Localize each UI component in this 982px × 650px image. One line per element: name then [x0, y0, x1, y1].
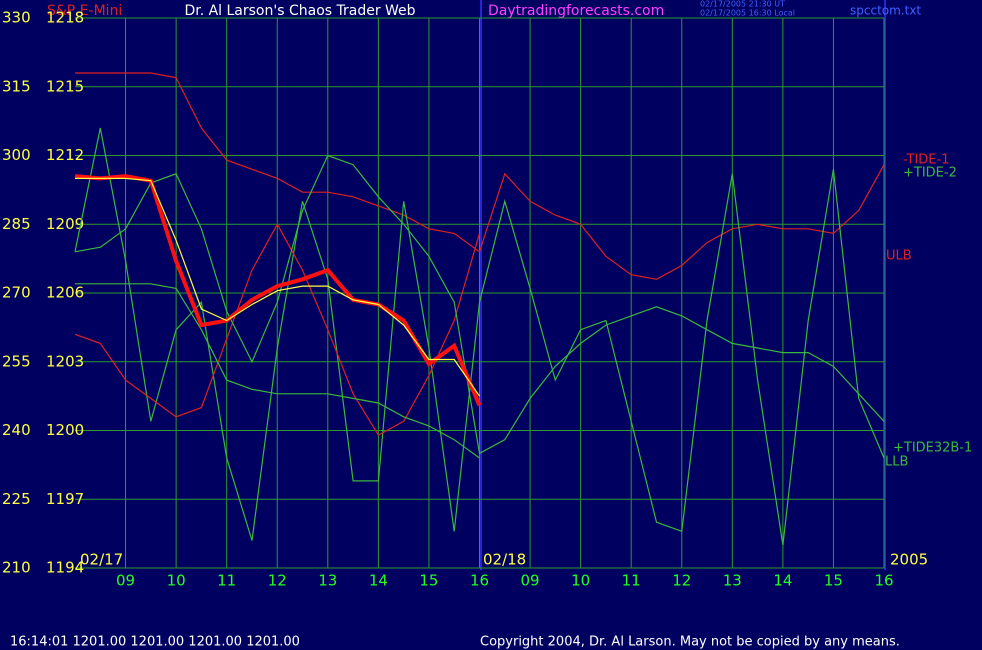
x-tick-label: 10 — [167, 572, 186, 590]
x-tick-label: 14 — [773, 572, 792, 590]
annotation: 02/17/2005 16:30 Local — [700, 9, 795, 18]
series-line — [74, 127, 885, 546]
x-tick-label: 15 — [824, 572, 843, 590]
y2-tick-label: 1212 — [46, 146, 84, 164]
copyright: Copyright 2004, Dr. Al Larson. May not b… — [480, 635, 900, 650]
x-tick-label: 16 — [874, 572, 893, 590]
y-tick-label: 330 — [2, 9, 31, 27]
y-tick-label: 315 — [2, 77, 31, 95]
y2-tick-label: 1215 — [46, 77, 84, 95]
annotation: 02/17 — [80, 551, 123, 569]
series-line — [74, 174, 482, 407]
y2-tick-label: 1206 — [46, 284, 84, 302]
series-label: LLB — [885, 455, 908, 470]
x-tick-label: 09 — [116, 572, 135, 590]
y2-tick-label: 1194 — [46, 559, 84, 577]
y-tick-label: 240 — [2, 421, 31, 439]
x-tick-label: 15 — [419, 572, 438, 590]
annotation: 02/18 — [483, 551, 526, 569]
site: Daytradingforecasts.com — [488, 3, 664, 19]
x-tick-label: 11 — [622, 572, 641, 590]
y2-tick-label: 1218 — [46, 9, 84, 27]
y2-tick-label: 1197 — [46, 490, 84, 508]
annotation: spcctom.txt — [850, 4, 921, 18]
chart-title: Dr. Al Larson's Chaos Trader Web — [184, 3, 415, 19]
x-tick-label: 09 — [521, 572, 540, 590]
x-tick-label: 14 — [369, 572, 388, 590]
annotation: 02/17/2005 21:30 UT — [700, 0, 785, 9]
y2-tick-label: 1209 — [46, 215, 84, 233]
series-label: +TIDE32B-1 — [893, 441, 972, 456]
series-label: +TIDE-2 — [903, 166, 957, 181]
series-line — [75, 283, 480, 459]
x-tick-label: 11 — [217, 572, 236, 590]
y-tick-label: 285 — [2, 215, 31, 233]
y-tick-label: 270 — [2, 284, 31, 302]
series-line — [74, 154, 885, 455]
x-tick-label: 12 — [672, 572, 691, 590]
status: 16:14:01 1201.00 1201.00 1201.00 1201.00 — [10, 635, 300, 650]
x-tick-label: 10 — [571, 572, 590, 590]
x-tick-label: 16 — [470, 572, 489, 590]
x-tick-label: 12 — [268, 572, 287, 590]
annotation: 2005 — [890, 551, 928, 569]
x-tick-label: 13 — [318, 572, 337, 590]
y-tick-label: 210 — [2, 559, 31, 577]
y-tick-label: 225 — [2, 490, 31, 508]
series-line — [75, 72, 885, 280]
y2-tick-label: 1203 — [46, 352, 84, 370]
instrument: S&P E-Mini — [47, 3, 122, 19]
y-tick-label: 255 — [2, 352, 31, 370]
x-tick-label: 13 — [723, 572, 742, 590]
series-line — [74, 223, 481, 436]
series-label: -TIDE-1 — [903, 153, 949, 168]
series-label: ULB — [886, 249, 912, 264]
y2-tick-label: 1200 — [46, 421, 84, 439]
y-tick-label: 300 — [2, 146, 31, 164]
series-line — [75, 177, 480, 397]
